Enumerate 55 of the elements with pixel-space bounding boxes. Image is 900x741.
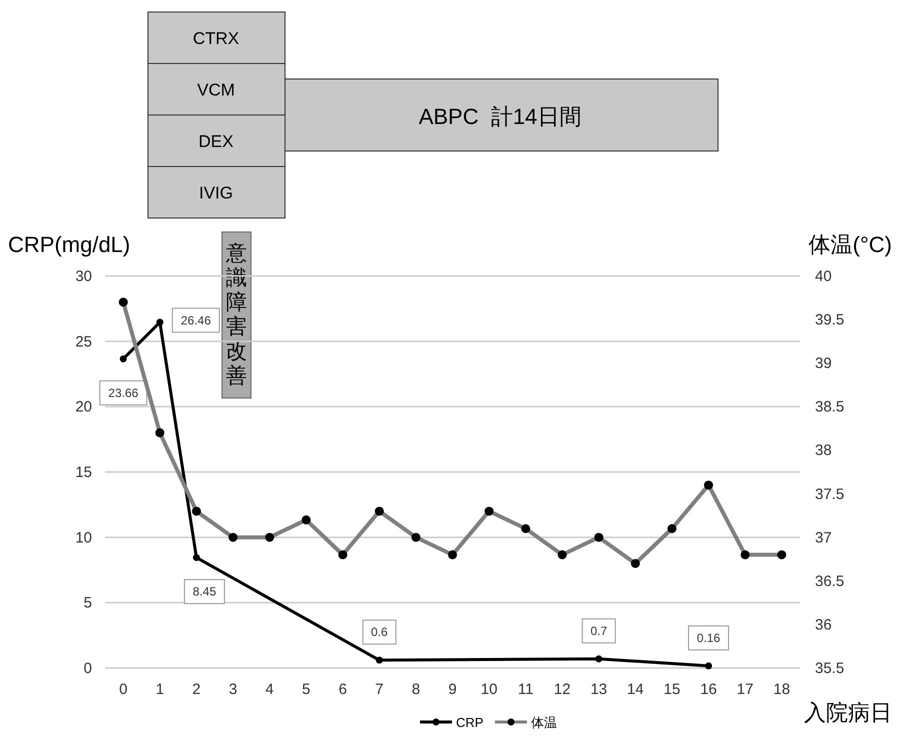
y2-axis-title: 体温(°C) — [808, 232, 892, 257]
data-label: 0.7 — [590, 624, 608, 638]
x-tick-label: 8 — [412, 681, 420, 698]
y2-tick-label: 38.5 — [815, 398, 844, 416]
point — [595, 655, 602, 662]
data-label: 0.16 — [696, 630, 721, 645]
legend-label: 体温 — [531, 715, 557, 730]
point — [192, 554, 200, 562]
y-tick-label: 10 — [75, 529, 92, 546]
x-tick-label: 12 — [554, 681, 571, 698]
x-tick-label: 9 — [448, 681, 457, 698]
point — [156, 318, 164, 326]
annotation: 意識障害改善 — [225, 242, 247, 388]
x-tick-label: 18 — [773, 681, 790, 698]
x-axis-title: 入院病日 — [804, 700, 892, 725]
x-tick-label: 4 — [265, 681, 274, 698]
x-tick-label: 1 — [156, 681, 164, 698]
x-tick-label: 15 — [664, 681, 680, 698]
y2-tick-label: 36 — [815, 616, 832, 634]
y2-tick-label: 37 — [815, 529, 832, 546]
x-tick-label: 10 — [480, 681, 498, 698]
data-label: 26.46 — [180, 313, 212, 328]
x-tick-label: 5 — [302, 681, 310, 698]
x-tick-label: 17 — [736, 681, 754, 698]
y-tick-label: 25 — [75, 333, 92, 350]
y-axis-title: CRP(mg/dL) — [8, 232, 130, 257]
x-tick-label: 16 — [700, 681, 717, 698]
x-tick-label: 11 — [518, 681, 534, 698]
y-tick-label: 30 — [75, 268, 92, 285]
point — [376, 656, 383, 664]
x-tick-label: 7 — [375, 681, 384, 698]
y2-tick-label: 35.5 — [815, 660, 844, 677]
y2-tick-label: 40 — [815, 268, 832, 285]
x-tick-label: 14 — [627, 681, 644, 698]
data-label: 8.45 — [192, 584, 216, 599]
x-tick-label: 13 — [590, 681, 608, 698]
x-tick-label: 3 — [228, 681, 238, 698]
x-tick-label: 0 — [119, 681, 128, 698]
y-tick-label: 20 — [75, 398, 92, 416]
y2-tick-label: 36.5 — [815, 572, 844, 590]
y2-tick-label: 39 — [815, 355, 832, 372]
point — [120, 355, 127, 362]
treatment-schedule: CTRX VCM DEX IVIG ABPC 計14日間 — [148, 12, 718, 218]
y-tick-label: 5 — [84, 594, 92, 612]
y-tick-label: 15 — [75, 464, 92, 481]
y2-tick-label: 39.5 — [815, 312, 844, 329]
data-label: 0.6 — [371, 625, 388, 640]
x-tick-label: 2 — [192, 681, 201, 698]
y2-tick-label: 38 — [815, 442, 832, 460]
point — [705, 662, 712, 670]
y-tick-label: 0 — [84, 660, 92, 677]
x-tick-label: 6 — [338, 681, 347, 698]
y2-tick-label: 37.5 — [815, 486, 844, 503]
data-label: 23.66 — [108, 386, 139, 400]
legend-label: CRP — [456, 715, 484, 730]
